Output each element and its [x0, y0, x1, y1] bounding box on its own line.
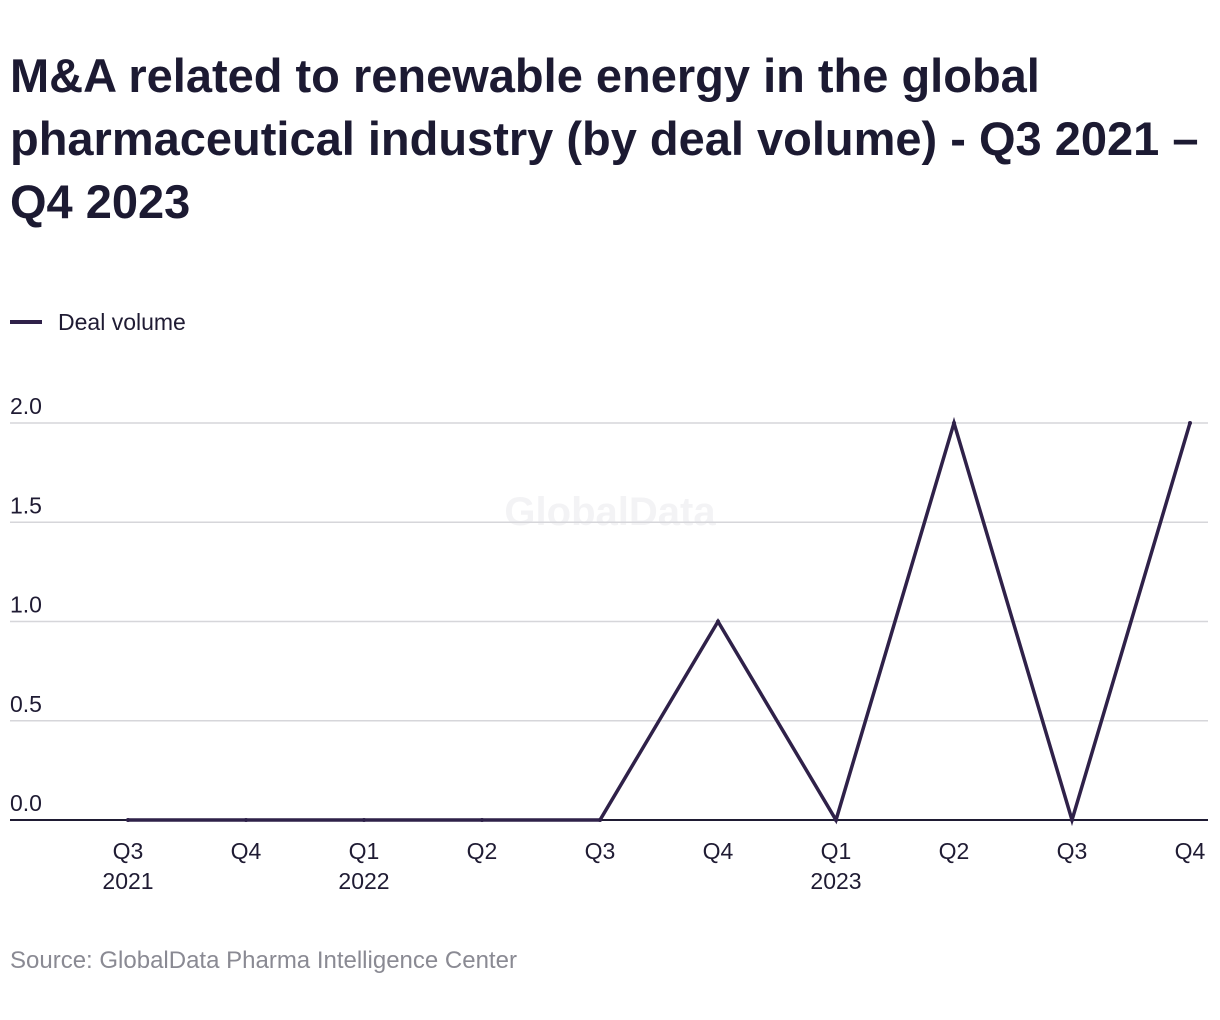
chart-title: M&A related to renewable energy in the g… — [10, 49, 1199, 228]
x-tick-label: Q3 — [113, 838, 144, 864]
data-point — [362, 818, 366, 822]
x-tick-year-label: 2021 — [102, 868, 153, 894]
y-tick-label: 0.5 — [10, 691, 42, 717]
x-tick-label: Q2 — [939, 838, 970, 864]
x-tick-label: Q1 — [349, 838, 380, 864]
x-tick-label: Q4 — [231, 838, 262, 864]
legend-swatch-deal-volume — [10, 320, 42, 324]
data-point — [598, 818, 602, 822]
data-point — [126, 818, 130, 822]
x-tick-year-label: 2023 — [810, 868, 861, 894]
x-axis-ticks: Q3 2021 Q4 Q1 2022 Q2 Q3 Q4 Q1 2023 Q2 Q3 Q4 — [102, 838, 1205, 894]
data-point — [1188, 421, 1192, 425]
x-tick-year-label: 2022 — [338, 868, 389, 894]
x-tick-label: Q1 — [821, 838, 852, 864]
series-line-deal-volume — [128, 416, 1192, 827]
line-chart: GlobalData 0.0 0.5 1.0 1.5 2.0 Q3 2021 Q4 Q1 202… — [10, 393, 1208, 894]
x-tick-label: Q3 — [1057, 838, 1088, 864]
source-note: Source: GlobalData Pharma Intelligence C… — [10, 947, 517, 974]
x-tick-label: Q2 — [467, 838, 498, 864]
watermark: GlobalData — [504, 490, 716, 534]
y-axis-ticks: 0.0 0.5 1.0 1.5 2.0 — [10, 393, 42, 816]
data-point — [716, 619, 720, 624]
legend-label-deal-volume: Deal volume — [58, 308, 186, 335]
gridlines — [10, 422, 1208, 722]
x-tick-label: Q4 — [703, 838, 734, 864]
data-point — [244, 818, 248, 822]
x-tick-label: Q4 — [1175, 838, 1206, 864]
y-tick-label: 1.5 — [10, 492, 42, 518]
y-tick-label: 2.0 — [10, 393, 42, 419]
data-point — [480, 818, 484, 822]
x-tick-label: Q3 — [585, 838, 616, 864]
y-tick-label: 0.0 — [10, 790, 42, 816]
series-points — [126, 421, 1192, 822]
legend: Deal volume — [10, 308, 186, 336]
data-point — [952, 421, 956, 425]
data-point — [1070, 818, 1074, 822]
y-tick-label: 1.0 — [10, 592, 42, 618]
data-point — [834, 818, 838, 822]
